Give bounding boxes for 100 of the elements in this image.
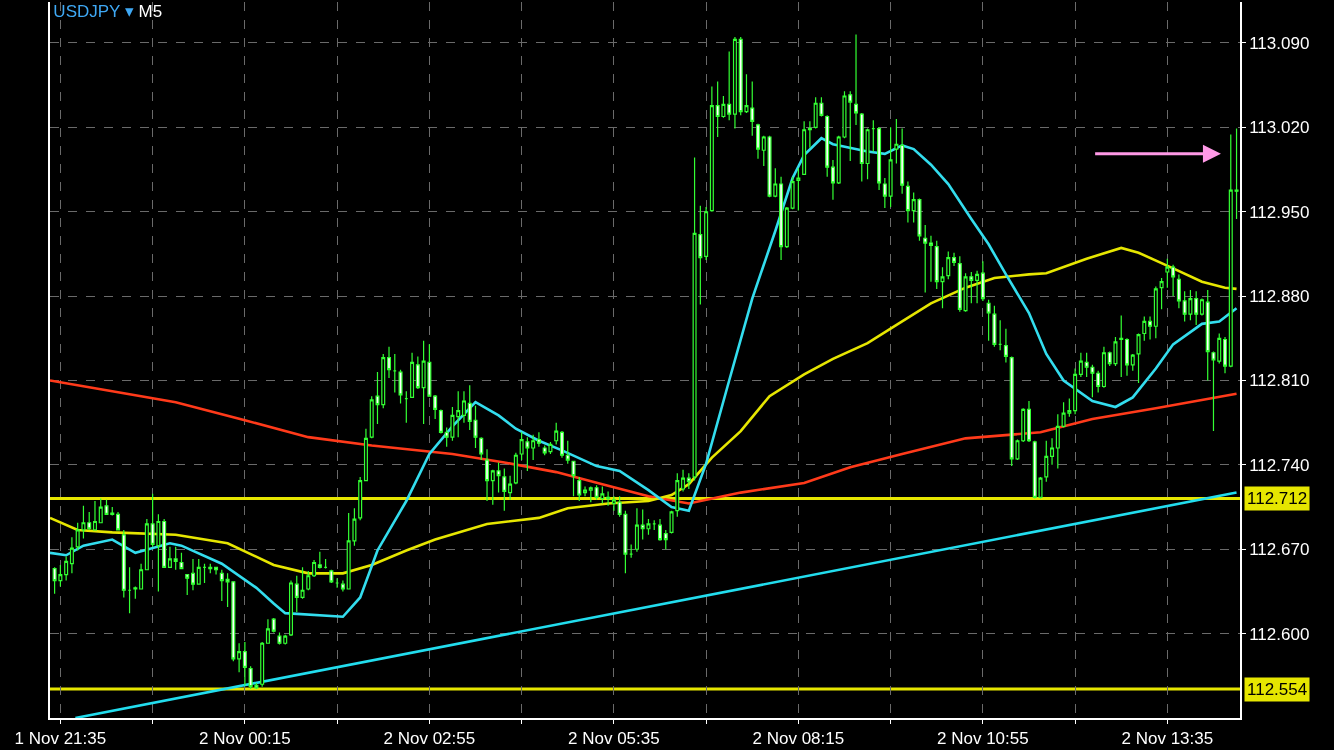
candlestick — [894, 118, 899, 165]
candlestick — [190, 558, 195, 591]
candlestick — [790, 176, 795, 210]
y-tick-label: 112.670 — [1249, 540, 1310, 560]
candlestick — [317, 551, 322, 570]
candlestick — [116, 511, 121, 531]
candlestick — [387, 346, 392, 379]
candlestick — [133, 586, 138, 600]
candlestick — [554, 422, 559, 445]
candlestick — [513, 452, 518, 485]
x-tick-label: 2 Nov 05:35 — [568, 729, 660, 749]
candlestick — [219, 569, 224, 602]
candlestick — [871, 119, 876, 153]
candlestick — [1171, 264, 1176, 297]
candlestick — [681, 469, 686, 492]
candlestick — [588, 485, 593, 503]
candlestick — [208, 563, 213, 574]
candlestick — [657, 518, 662, 542]
candlestick — [854, 33, 859, 126]
candlestick — [1176, 273, 1181, 309]
candlestick — [877, 126, 882, 191]
candlestick — [755, 123, 761, 160]
y-tick-label: 113.090 — [1249, 33, 1310, 53]
y-tick-label: 112.740 — [1249, 455, 1310, 475]
candlestick — [1136, 332, 1141, 384]
candlestick — [92, 500, 97, 531]
candlestick — [271, 617, 276, 634]
candlestick — [611, 495, 616, 512]
candlestick — [237, 642, 242, 673]
candlestick — [975, 270, 980, 304]
candlestick — [802, 120, 807, 175]
candlestick — [571, 460, 576, 497]
candlestick — [398, 369, 403, 404]
candlestick — [784, 206, 789, 249]
candlestick — [807, 120, 812, 149]
candlestick — [508, 475, 513, 501]
candlestick — [335, 577, 340, 589]
x-tick-label: 2 Nov 13:35 — [1121, 729, 1214, 749]
candlestick — [652, 519, 657, 531]
x-tick-label: 2 Nov 02:55 — [383, 729, 476, 749]
y-tick-label: 113.020 — [1249, 118, 1310, 138]
candlestick — [1124, 337, 1130, 377]
candlestick — [709, 85, 714, 213]
candlestick — [461, 390, 466, 424]
candlestick — [1194, 290, 1199, 326]
ref-line-label: 112.554 — [1247, 680, 1308, 699]
candlestick — [686, 472, 691, 490]
candlestick — [144, 518, 149, 571]
candlestick — [900, 127, 905, 195]
y-tick-label: 112.600 — [1249, 624, 1310, 644]
candlestick — [1223, 336, 1228, 374]
candlestick — [675, 472, 680, 518]
candlestick — [998, 319, 1003, 351]
candlestick — [485, 448, 490, 502]
y-tick-label: 112.880 — [1249, 287, 1310, 307]
candlestick — [583, 485, 588, 497]
candlestick — [928, 235, 933, 283]
candlestick — [438, 408, 443, 435]
candlestick — [196, 558, 201, 585]
candlestick — [779, 176, 784, 261]
candlestick — [905, 181, 910, 224]
candlestick — [830, 159, 835, 201]
candlestick — [323, 558, 328, 570]
candlestick — [796, 167, 801, 212]
candlestick — [1119, 314, 1124, 378]
candlestick — [882, 177, 887, 209]
candlestick — [1165, 258, 1170, 289]
candlestick — [479, 436, 484, 461]
candlestick — [559, 430, 564, 459]
candlestick — [669, 510, 674, 535]
candlestick — [1142, 316, 1147, 342]
candlestick — [1050, 437, 1055, 466]
candlestick — [202, 563, 207, 584]
candlestick — [69, 536, 74, 574]
candlestick — [946, 250, 951, 280]
candlestick — [410, 352, 415, 398]
candlestick — [64, 555, 69, 582]
candlestick — [888, 126, 893, 208]
candlestick — [565, 440, 570, 465]
candlestick — [1078, 352, 1083, 378]
candlestick — [363, 428, 368, 482]
candlestick — [536, 431, 541, 448]
candlestick — [167, 546, 172, 568]
candlestick — [415, 355, 420, 390]
candlestick — [312, 559, 317, 578]
candlestick — [1153, 285, 1158, 339]
candlestick — [1096, 370, 1101, 394]
candlestick — [433, 394, 438, 420]
candlestick — [634, 507, 639, 553]
candlestick — [1199, 297, 1204, 316]
candlestick — [986, 299, 991, 342]
candlestick — [121, 529, 126, 599]
candlestick — [663, 529, 668, 550]
candlestick — [992, 305, 997, 348]
candlestick — [957, 255, 962, 313]
candlestick — [329, 569, 334, 584]
x-tick-label: 2 Nov 08:15 — [752, 729, 845, 749]
candlestick — [1003, 328, 1008, 364]
candlestick — [288, 579, 294, 637]
candlestick — [531, 434, 536, 461]
